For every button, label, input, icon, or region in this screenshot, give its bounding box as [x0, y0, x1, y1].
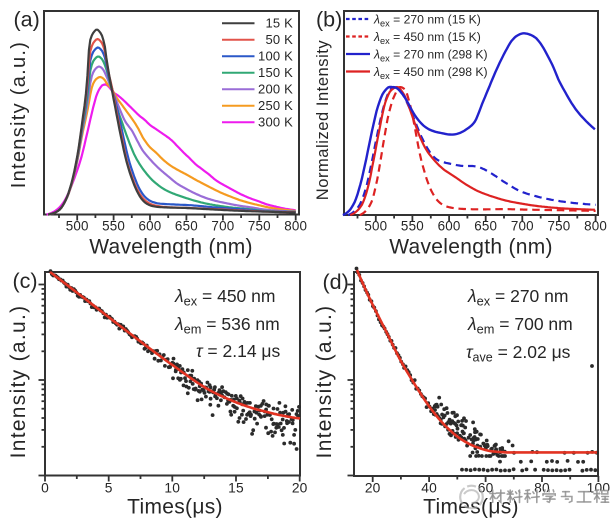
svg-text:(d): (d)	[323, 270, 349, 294]
svg-text:5: 5	[105, 480, 113, 495]
svg-text:600: 600	[438, 219, 461, 234]
svg-text:15: 15	[228, 480, 244, 495]
svg-text:15 K: 15 K	[265, 16, 293, 31]
svg-text:(a): (a)	[14, 8, 40, 32]
svg-text:550: 550	[401, 219, 424, 234]
svg-text:500: 500	[66, 219, 89, 234]
svg-text:600: 600	[139, 219, 162, 234]
svg-text:(c): (c)	[13, 269, 38, 293]
svg-text:λex = 450 nm: λex = 450 nm	[174, 286, 275, 309]
svg-text:Times(μs): Times(μs)	[127, 496, 223, 519]
svg-text:λem = 700 nm: λem = 700 nm	[467, 314, 573, 337]
svg-text:500: 500	[364, 219, 387, 234]
svg-text:10: 10	[164, 480, 180, 495]
svg-text:40: 40	[421, 480, 437, 495]
svg-text:λex = 270 nm (15 K): λex = 270 nm (15 K)	[373, 12, 481, 28]
svg-text:Normalized Intensity: Normalized Intensity	[314, 40, 332, 201]
svg-text:650: 650	[175, 219, 198, 234]
svg-text:650: 650	[474, 219, 497, 234]
svg-text:750: 750	[548, 219, 571, 234]
svg-text:250 K: 250 K	[258, 98, 293, 113]
svg-text:Intensity (a.u.): Intensity (a.u.)	[313, 305, 336, 459]
svg-text:λem = 536 nm: λem = 536 nm	[174, 314, 280, 337]
svg-text:300 K: 300 K	[258, 115, 293, 130]
svg-text:750: 750	[248, 219, 271, 234]
svg-text:λex = 270 nm (298 K): λex = 270 nm (298 K)	[373, 47, 488, 63]
svg-text:700: 700	[211, 219, 234, 234]
svg-text:550: 550	[102, 219, 125, 234]
svg-text:τ = 2.14 μs: τ = 2.14 μs	[196, 341, 280, 361]
svg-text:200 K: 200 K	[258, 82, 293, 97]
svg-text:50 K: 50 K	[265, 32, 293, 47]
svg-text:800: 800	[284, 219, 307, 234]
svg-text:λex = 450 nm (298 K): λex = 450 nm (298 K)	[373, 65, 488, 81]
svg-text:Wavelength (nm): Wavelength (nm)	[389, 236, 553, 259]
svg-text:0: 0	[41, 480, 49, 495]
svg-text:Times(μs): Times(μs)	[423, 496, 519, 519]
svg-text:Wavelength (nm): Wavelength (nm)	[89, 236, 253, 259]
svg-text:τave = 2.02 μs: τave = 2.02 μs	[466, 342, 571, 365]
svg-text:700: 700	[511, 219, 534, 234]
svg-text:Intensity (a.u.): Intensity (a.u.)	[7, 305, 30, 459]
svg-text:150 K: 150 K	[258, 65, 293, 80]
svg-text:800: 800	[584, 219, 607, 234]
svg-text:20: 20	[365, 480, 381, 495]
svg-text:(b): (b)	[316, 8, 342, 32]
svg-text:Intensity (a.u.): Intensity (a.u.)	[8, 41, 30, 189]
svg-text:λex = 450 nm (15 K): λex = 450 nm (15 K)	[373, 30, 481, 46]
svg-text:100 K: 100 K	[258, 49, 293, 64]
svg-text:λex = 270 nm: λex = 270 nm	[467, 286, 568, 309]
svg-text:20: 20	[292, 480, 308, 495]
